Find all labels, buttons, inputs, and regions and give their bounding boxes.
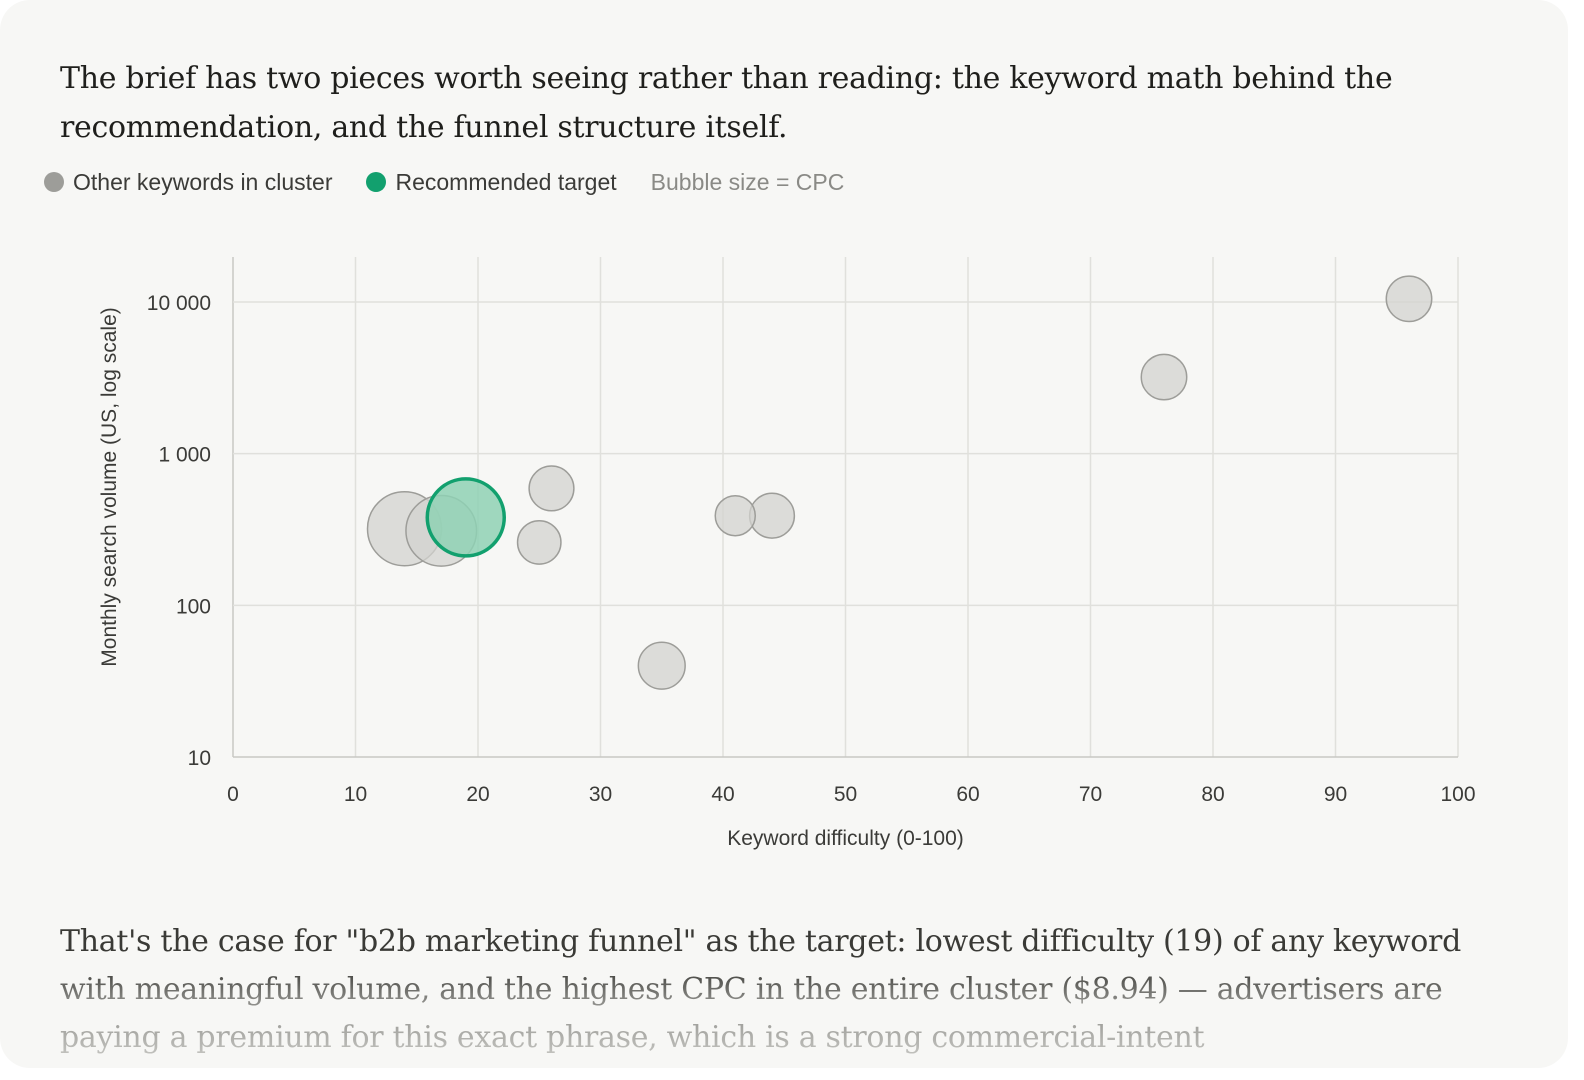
x-tick-label: 80 [1201, 783, 1224, 806]
x-tick-label: 60 [956, 783, 979, 806]
legend-label-target: Recommended target [395, 168, 617, 195]
intro-paragraph: The brief has two pieces worth seeing ra… [60, 61, 1393, 145]
y-tick-label: 1 000 [158, 444, 211, 467]
y-axis-label: Monthly search volume (US, log scale) [98, 307, 121, 666]
content-card: The brief has two pieces worth seeing ra… [44, 61, 1480, 1062]
chart-legend: Other keywords in cluster Recommended ta… [44, 166, 844, 198]
bubble-other-keyword [516, 519, 562, 565]
legend-item-other: Other keywords in cluster [44, 169, 332, 196]
bubble-other-keyword [637, 641, 686, 690]
x-tick-label: 50 [834, 783, 857, 806]
bubble-other-keyword [748, 492, 796, 539]
legend-label-other: Other keywords in cluster [73, 168, 333, 195]
x-axis-label: Keyword difficulty (0-100) [727, 827, 964, 850]
bubble-other-keyword [1140, 353, 1188, 401]
y-tick-label: 10 [188, 747, 211, 770]
x-tick-label: 100 [1440, 783, 1475, 806]
legend-swatch-target [366, 172, 387, 192]
x-tick-label: 20 [466, 783, 489, 806]
legend-swatch-other [44, 172, 64, 192]
bubble-other-keyword [1385, 275, 1433, 323]
legend-item-target: Recommended target [366, 168, 617, 196]
x-tick-label: 10 [344, 783, 367, 806]
bubble-recommended-target [425, 477, 506, 558]
legend-size-note: Bubble size = CPC [650, 168, 845, 195]
x-tick-label: 40 [711, 783, 734, 806]
x-tick-label: 0 [227, 783, 239, 806]
y-tick-label: 100 [176, 595, 211, 618]
x-tick-label: 70 [1079, 783, 1102, 806]
bubble-other-keyword [528, 465, 575, 512]
x-tick-label: 90 [1324, 783, 1347, 806]
bubble-other-keyword [714, 494, 756, 537]
x-tick-label: 30 [589, 783, 612, 806]
outro-paragraph: That's the case for "b2b marketing funne… [60, 918, 1480, 1062]
bubble-chart: 0 10 20 30 40 50 60 70 80 90 100 10 100 1 000 10 000 Ke… [98, 257, 1476, 850]
y-tick-label: 10 000 [147, 292, 211, 315]
